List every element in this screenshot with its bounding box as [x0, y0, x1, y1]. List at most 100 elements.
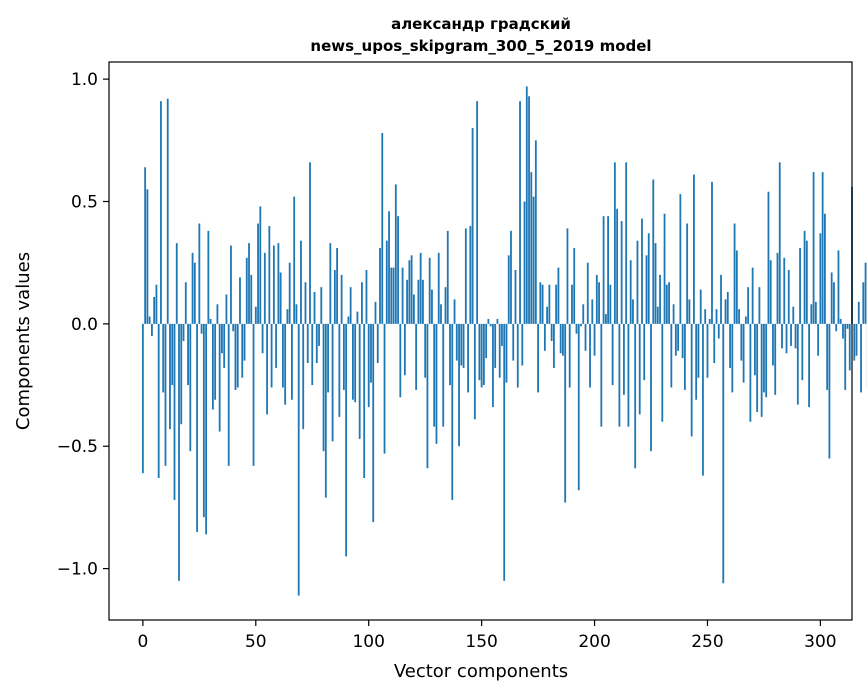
- bar: [699, 289, 702, 324]
- bar: [516, 323, 519, 388]
- bar: [837, 250, 840, 324]
- bar: [428, 257, 431, 324]
- bar: [297, 323, 300, 596]
- bar: [625, 162, 628, 324]
- bar: [467, 323, 469, 393]
- bar: [555, 284, 558, 324]
- bar: [381, 132, 384, 324]
- bar: [842, 323, 844, 339]
- bar: [817, 323, 820, 356]
- bar: [478, 323, 481, 381]
- bar: [498, 323, 501, 378]
- bar: [252, 323, 255, 466]
- bar: [329, 243, 332, 324]
- bar: [347, 316, 350, 324]
- bar: [534, 140, 537, 324]
- bar: [665, 284, 668, 324]
- bar: [313, 292, 316, 324]
- bar: [200, 323, 203, 334]
- bar: [259, 206, 262, 324]
- bar: [751, 267, 754, 324]
- bar: [410, 255, 413, 324]
- bar: [756, 323, 759, 412]
- bar: [257, 223, 259, 324]
- x-tick-label: 250: [691, 632, 723, 652]
- bar: [778, 162, 781, 324]
- bar: [514, 270, 517, 324]
- bar: [223, 323, 226, 368]
- bar: [162, 323, 165, 393]
- bar: [747, 287, 750, 324]
- bar: [532, 196, 535, 324]
- bar: [455, 323, 458, 361]
- bar: [683, 323, 686, 390]
- bar: [677, 323, 680, 351]
- bar: [796, 323, 799, 405]
- bar: [482, 323, 485, 386]
- bar: [512, 323, 515, 361]
- bar: [839, 318, 842, 324]
- bar: [392, 267, 395, 324]
- bar: [552, 323, 555, 368]
- bar: [627, 323, 630, 427]
- bar: [397, 216, 399, 324]
- bar: [496, 318, 499, 324]
- bar: [173, 323, 176, 501]
- bar: [638, 323, 641, 415]
- bar: [670, 323, 673, 388]
- bar: [787, 270, 790, 324]
- bar: [541, 284, 544, 324]
- y-tick-label: −1.0: [57, 560, 98, 580]
- bar: [706, 323, 709, 378]
- bar: [293, 196, 296, 324]
- bar: [141, 323, 144, 474]
- bar: [336, 248, 338, 324]
- bar: [426, 323, 429, 469]
- bar: [681, 323, 684, 359]
- bar: [239, 277, 241, 324]
- bar: [609, 284, 612, 324]
- bar: [740, 323, 743, 361]
- bar: [632, 299, 634, 324]
- bar: [352, 323, 354, 400]
- plot-frame: [108, 61, 853, 621]
- bar: [582, 304, 585, 324]
- bar: [155, 284, 158, 324]
- bar: [248, 243, 250, 324]
- bar: [227, 323, 230, 466]
- bar: [370, 323, 372, 383]
- bar: [519, 101, 521, 324]
- bar: [708, 318, 711, 324]
- bar: [749, 323, 752, 422]
- bar: [415, 323, 418, 390]
- bar: [776, 252, 779, 324]
- chart-title-line1: александр градский: [391, 15, 571, 33]
- bar: [620, 221, 623, 324]
- bar: [528, 96, 530, 324]
- bar: [848, 323, 851, 371]
- bar: [629, 260, 632, 324]
- bar: [216, 304, 219, 324]
- bar: [388, 211, 390, 324]
- bar: [855, 323, 858, 356]
- bar: [577, 323, 580, 491]
- bar: [471, 128, 474, 324]
- bar: [365, 270, 368, 324]
- bar: [550, 323, 553, 341]
- bar: [575, 323, 578, 334]
- bar: [279, 272, 282, 324]
- bar: [659, 274, 661, 324]
- bar: [733, 223, 736, 324]
- bar: [546, 306, 549, 324]
- bar: [663, 213, 666, 324]
- bar: [826, 323, 829, 390]
- bar: [435, 323, 438, 444]
- x-tick-label: 100: [352, 632, 384, 652]
- x-tick-label: 150: [465, 632, 497, 652]
- bar: [844, 323, 847, 390]
- bar: [431, 289, 433, 324]
- bar: [654, 243, 657, 324]
- bar: [853, 323, 856, 361]
- bar: [580, 323, 582, 327]
